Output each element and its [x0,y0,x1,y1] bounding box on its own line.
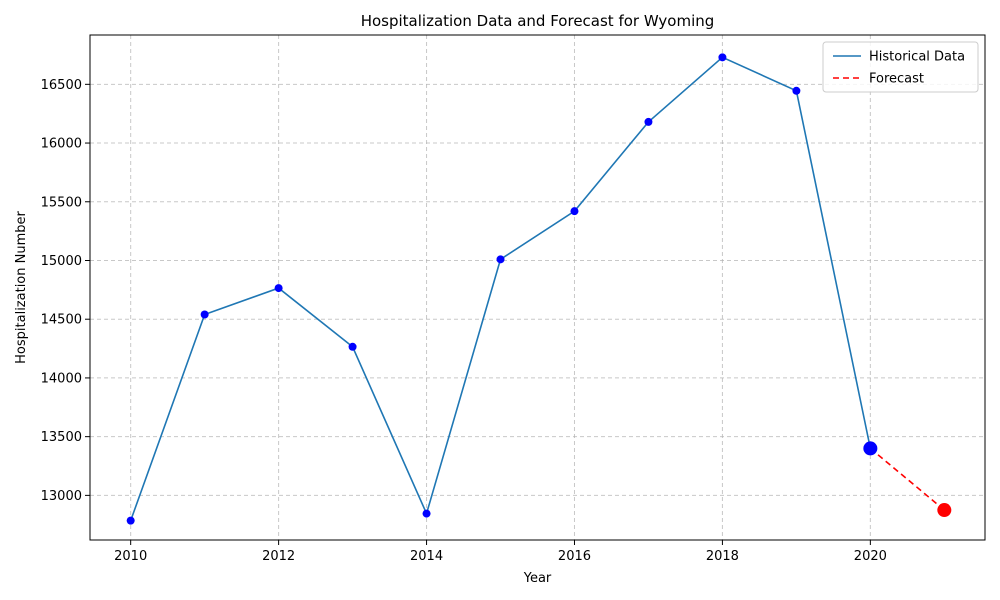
legend-label-forecast: Forecast [869,72,924,87]
data-point [570,207,579,216]
y-tick-label: 13500 [41,430,82,445]
y-tick-label: 14000 [41,371,82,386]
x-tick-label: 2020 [854,549,887,564]
x-axis-title: Year [523,571,552,586]
y-tick-label: 16500 [41,78,82,93]
ticks: 2010 2012 2014 2016 2018 2020 13000 13500 14000 1… [41,78,887,564]
x-tick-label: 2010 [114,549,147,564]
x-tick-label: 2014 [410,549,443,564]
y-tick-label: 13000 [41,489,82,504]
grid [90,35,985,540]
last-historical-point [863,441,878,456]
legend-box [822,41,979,93]
plot-frame [89,34,986,541]
markers [126,53,952,525]
forecast-point [937,503,952,518]
legend-label-historical-data: Historical Data [869,50,965,65]
data-point [718,53,727,62]
y-tick-label: 16000 [41,137,82,152]
y-tick-label: 15000 [41,254,82,269]
data-point [422,509,431,518]
x-tick-label: 2018 [706,549,739,564]
data-point [126,516,135,525]
y-axis-title: Hospitalization Number [14,210,29,363]
legend: Historical Data Forecast [822,41,979,93]
data-point [200,310,209,319]
y-tick-label: 14500 [41,313,82,328]
x-tick-label: 2012 [262,549,295,564]
x-tick-label: 2016 [558,549,591,564]
data-point [644,117,653,126]
data-point [496,255,505,264]
data-point [348,342,357,351]
series-line-forecast [869,447,945,511]
y-tick-label: 15500 [41,195,82,210]
data-point [792,86,801,95]
chart-title: Hospitalization Data and Forecast for Wy… [361,12,715,30]
data-point [274,284,283,293]
